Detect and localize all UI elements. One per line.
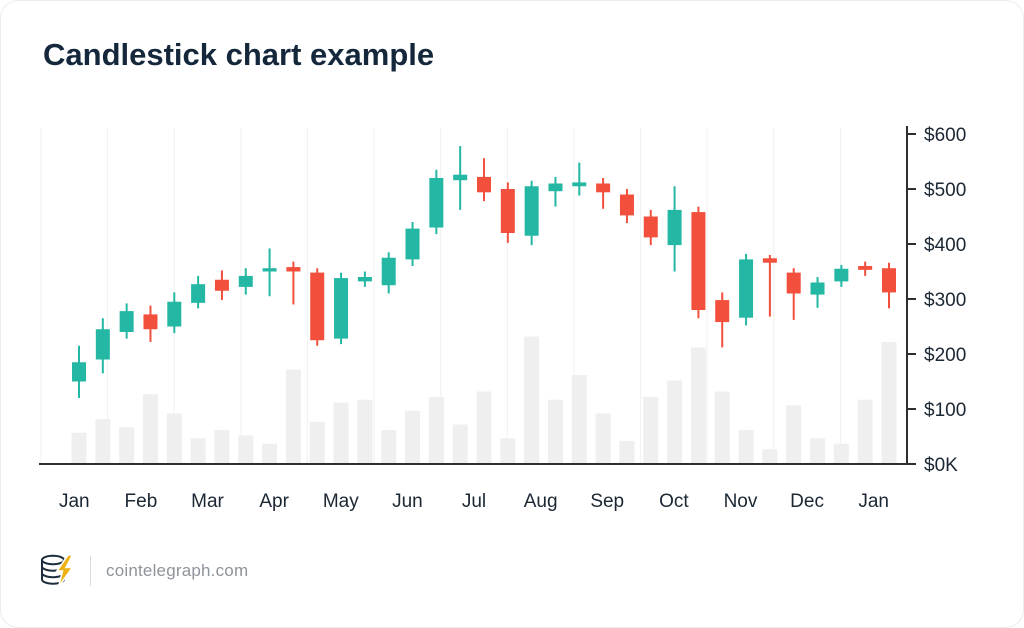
svg-text:Jun: Jun (392, 491, 423, 512)
svg-text:$0K: $0K (924, 455, 958, 476)
svg-text:$100: $100 (924, 400, 966, 421)
svg-text:$600: $600 (924, 125, 966, 146)
svg-text:$400: $400 (924, 235, 966, 256)
svg-text:$200: $200 (924, 345, 966, 366)
svg-text:$500: $500 (924, 180, 966, 201)
footer: cointelegraph.com (39, 549, 248, 593)
svg-text:Sep: Sep (590, 491, 624, 512)
svg-text:Jan: Jan (59, 491, 90, 512)
cointelegraph-logo-icon (39, 551, 75, 591)
svg-text:$300: $300 (924, 290, 966, 311)
footer-brand-text: cointelegraph.com (106, 561, 249, 580)
svg-text:Oct: Oct (659, 491, 689, 512)
svg-text:Feb: Feb (125, 491, 158, 512)
svg-text:Jan: Jan (858, 491, 889, 512)
svg-text:Apr: Apr (259, 491, 289, 512)
svg-text:May: May (323, 491, 359, 512)
svg-text:Mar: Mar (191, 491, 224, 512)
svg-text:Nov: Nov (724, 491, 758, 512)
svg-text:Jul: Jul (462, 491, 486, 512)
svg-text:Dec: Dec (790, 491, 824, 512)
page-title: Candlestick chart example (43, 37, 435, 72)
svg-text:Aug: Aug (524, 491, 558, 512)
candlestick-chart: $600 $500 $400 $300 $200 $100 $0K Jan Feb Mar Apr M… (39, 125, 966, 512)
footer-divider (90, 556, 91, 586)
